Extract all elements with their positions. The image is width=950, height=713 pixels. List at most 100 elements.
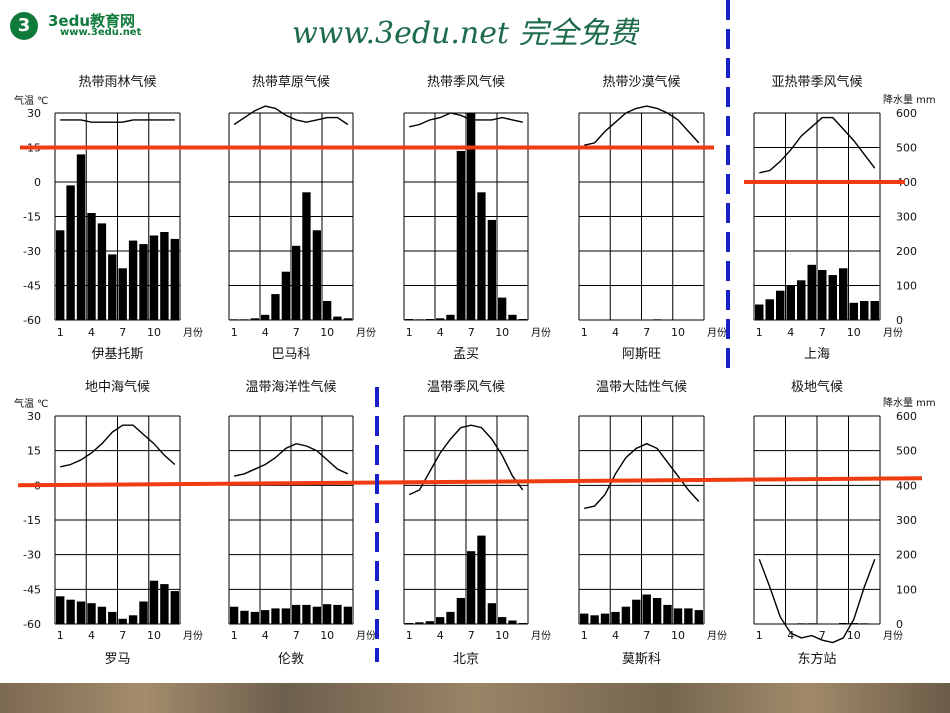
month-tick-label: 10: [147, 629, 161, 642]
chart-title: 极地气候: [791, 379, 843, 395]
precipitation-bar: [797, 623, 806, 624]
precipitation-bar: [343, 606, 352, 624]
temperature-axis-label: 气温 ℃: [14, 94, 48, 107]
precipitation-tick-label: 0: [896, 618, 903, 631]
precipitation-bar: [621, 606, 631, 624]
city-label: 罗马: [104, 652, 130, 667]
month-tick-label: 7: [819, 629, 826, 642]
month-tick-label: 1: [581, 326, 588, 339]
footer-decoration: [0, 683, 950, 713]
precipitation-bar: [477, 535, 486, 624]
precipitation-bar: [755, 304, 764, 320]
precipitation-bar: [76, 154, 86, 320]
precipitation-bar: [425, 319, 434, 320]
precipitation-bar: [240, 610, 249, 624]
month-tick-label: 4: [612, 629, 619, 642]
precipitation-bar: [694, 610, 703, 624]
temperature-tick-label: 30: [27, 107, 41, 120]
precipitation-bar: [415, 319, 424, 320]
precipitation-bar: [312, 230, 321, 320]
precipitation-bar: [590, 615, 599, 624]
month-tick-label: 10: [320, 326, 334, 339]
precipitation-bar: [230, 606, 239, 624]
month-tick-label: 10: [320, 629, 334, 642]
temperature-tick-label: -30: [23, 549, 41, 562]
month-axis-label: 月份: [883, 327, 903, 339]
precipitation-bar: [281, 271, 290, 320]
temperature-curve: [234, 442, 349, 477]
city-label: 阿斯旺: [622, 347, 661, 362]
month-tick-label: 7: [468, 629, 475, 642]
city-label: 伦敦: [278, 651, 304, 667]
month-tick-label: 7: [293, 326, 300, 339]
precipitation-bar: [467, 551, 476, 624]
logo[interactable]: 3 3edu教育网 www.3edu.net: [8, 8, 198, 42]
precipitation-bar: [160, 232, 169, 320]
precipitation-bar: [250, 611, 259, 624]
temperature-tick-label: -30: [23, 245, 41, 258]
precipitation-tick-label: 200: [896, 549, 917, 562]
precipitation-tick-label: 0: [896, 314, 903, 327]
precipitation-bar: [271, 294, 280, 320]
chart-title: 温带大陆性气候: [596, 379, 687, 395]
precipitation-bar: [312, 606, 321, 624]
precipitation-bar: [839, 623, 848, 624]
precipitation-bar: [425, 621, 434, 624]
precipitation-bar: [333, 604, 342, 624]
chart-title: 温带海洋性气候: [245, 379, 336, 395]
temperature-tick-label: -60: [23, 314, 41, 327]
month-tick-label: 10: [495, 629, 509, 642]
temperature-tick-label: -15: [23, 211, 41, 224]
precipitation-bar: [611, 611, 620, 624]
temperature-tick-label: 0: [34, 176, 41, 189]
city-label: 东方站: [797, 651, 836, 667]
month-axis-label: 月份: [531, 630, 551, 642]
precipitation-tick-label: 100: [896, 280, 917, 293]
temperature-tick-label: -60: [23, 618, 41, 631]
month-tick-label: 7: [119, 629, 126, 642]
temperature-curve: [758, 559, 876, 644]
precipitation-bar: [786, 285, 795, 320]
precipitation-bar: [87, 213, 96, 320]
precipitation-tick-label: 400: [896, 176, 917, 189]
month-tick-label: 4: [787, 326, 794, 339]
month-tick-label: 7: [119, 326, 126, 339]
chart-title: 温带季风气候: [427, 379, 505, 395]
precipitation-bar: [487, 219, 496, 320]
precipitation-bar: [108, 254, 117, 320]
precipitation-bar: [97, 223, 107, 320]
banner-text: www.3edu.net 完全免费: [292, 16, 639, 45]
precipitation-bar: [343, 318, 352, 320]
precipitation-bar: [508, 620, 517, 624]
precipitation-tick-label: 300: [896, 514, 917, 527]
precipitation-bar: [860, 623, 869, 624]
month-tick-label: 4: [88, 326, 95, 339]
precipitation-bar: [518, 319, 527, 320]
temperature-curve: [409, 112, 523, 128]
month-tick-label: 4: [262, 326, 269, 339]
precipitation-bar: [456, 151, 465, 320]
precipitation-bar: [663, 604, 672, 624]
month-axis-label: 月份: [356, 327, 376, 339]
city-label: 巴马科: [271, 347, 310, 362]
precipitation-tick-label: 600: [896, 410, 917, 423]
precipitation-bar: [436, 617, 445, 624]
precipitation-bar: [139, 244, 148, 320]
month-axis-label: 月份: [531, 327, 551, 339]
temperature-curve: [233, 105, 349, 126]
precipitation-bar: [323, 604, 332, 624]
precipitation-bar: [632, 599, 641, 624]
precipitation-bar: [860, 301, 869, 320]
precipitation-bar: [128, 615, 138, 624]
precipitation-bar: [139, 601, 148, 624]
precipitation-bar: [807, 623, 816, 624]
precipitation-bar: [498, 617, 507, 624]
precipitation-bar: [261, 314, 270, 320]
precipitation-bar: [849, 302, 858, 321]
month-axis-label: 月份: [707, 630, 727, 642]
month-tick-label: 1: [756, 326, 763, 339]
precipitation-bar: [508, 314, 517, 320]
chart-title: 地中海气候: [85, 379, 150, 395]
month-tick-label: 4: [262, 629, 269, 642]
